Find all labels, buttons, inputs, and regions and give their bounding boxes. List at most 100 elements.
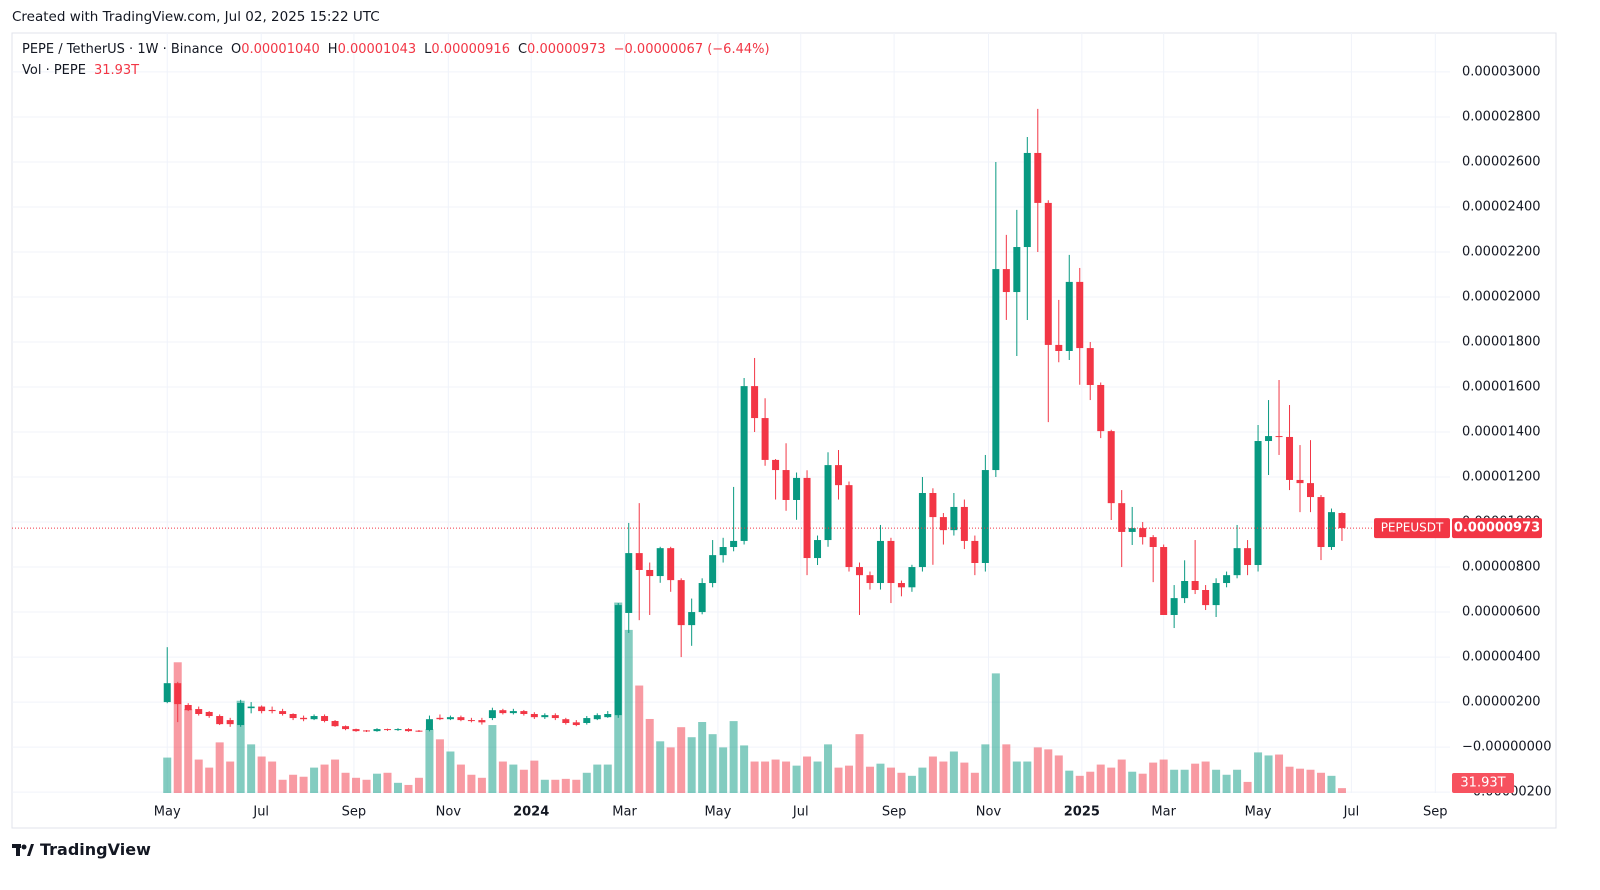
volume-bar (939, 761, 948, 793)
y-tick-label: 0.00001600 (1462, 380, 1541, 395)
candle-body (824, 465, 832, 541)
candle-body (793, 477, 801, 500)
candle-body (908, 567, 916, 588)
x-tick-label: May (154, 805, 181, 820)
candle-body (614, 605, 622, 716)
volume-bar (362, 779, 371, 793)
candle-body (876, 540, 884, 584)
volume-bar (708, 734, 717, 793)
volume-bar (393, 782, 402, 793)
candle-body (761, 418, 769, 460)
volume-bar (1128, 771, 1137, 793)
candle-body (1055, 344, 1063, 351)
volume-bar (257, 756, 266, 793)
volume-bar (782, 761, 791, 793)
candle-body (656, 548, 664, 577)
x-tick-label: 2024 (513, 805, 549, 820)
volume-bar (1233, 769, 1242, 793)
candle-body (950, 506, 958, 531)
candle-body (342, 726, 350, 730)
volume-bar (1023, 761, 1032, 793)
y-tick-label: 0.00002800 (1462, 109, 1541, 124)
volume-bar (488, 725, 497, 793)
volume-bar (163, 757, 172, 793)
candle-body (593, 715, 601, 720)
candle-body (488, 710, 496, 719)
volume-bar (750, 761, 759, 793)
candle-body (530, 714, 538, 718)
created-note: Created with TradingView.com, Jul 02, 20… (12, 9, 380, 25)
volume-bar (719, 747, 728, 793)
candle-body (174, 683, 182, 705)
candle-body (541, 715, 549, 718)
candle-body (1338, 513, 1346, 529)
candle-body (604, 714, 612, 718)
volume-bar (687, 737, 696, 793)
candle-body (509, 711, 517, 714)
candle-body (1044, 202, 1052, 345)
x-tick-label: Sep (1423, 805, 1448, 820)
x-tick-label: May (704, 805, 731, 820)
candle-body (1065, 281, 1073, 351)
x-tick-label: Sep (882, 805, 907, 820)
volume-bar (1065, 770, 1074, 793)
ohlc-value: 0.00000916 (431, 42, 510, 57)
candle-body (667, 548, 675, 581)
volume-bar (540, 779, 549, 793)
y-tick-label: −0.00000000 (1462, 740, 1551, 755)
candle-body (730, 540, 738, 548)
candle-body (1002, 269, 1010, 293)
volume-bar (467, 774, 476, 793)
y-tick-label: 0.00001200 (1462, 470, 1541, 485)
candle-body (216, 716, 224, 725)
candle-body (709, 555, 717, 584)
candle-body (1181, 581, 1189, 599)
volume-bar (981, 744, 990, 793)
x-tick-label: 2025 (1064, 805, 1100, 820)
candle-body (1254, 441, 1262, 566)
volume-bar (278, 779, 287, 793)
volume-bar (698, 722, 707, 793)
volume-bar (383, 772, 392, 793)
volume-bar (320, 764, 329, 793)
candle-body (1212, 583, 1220, 606)
ohlc-item: H0.00001043 (328, 42, 416, 57)
candle-body (1139, 528, 1147, 538)
candle-body (897, 583, 905, 588)
volume-bar (414, 777, 423, 793)
candle-body (625, 553, 633, 613)
candle-body (425, 719, 433, 730)
volume-bar (603, 764, 612, 793)
y-tick-label: 0.00002400 (1462, 199, 1541, 214)
candle-body (1118, 503, 1126, 532)
volume-bar (561, 778, 570, 793)
candle-body (635, 553, 643, 570)
candle-body (163, 683, 171, 703)
candle-body (1275, 436, 1283, 438)
x-tick-label: Nov (976, 805, 1002, 820)
candle-body (1034, 152, 1042, 203)
candle-body (352, 729, 360, 732)
volume-bar (1075, 775, 1084, 793)
y-tick-label: 0.00002000 (1462, 289, 1541, 304)
candle-body (1076, 281, 1084, 349)
volume-bar (173, 662, 182, 793)
volume-bar (1096, 764, 1105, 793)
brand: TradingView (12, 840, 151, 859)
ohlc-key: H (327, 42, 338, 57)
candle-body (1128, 528, 1136, 532)
ohlc-value: 0.00001040 (241, 42, 320, 57)
x-tick-label: May (1245, 805, 1272, 820)
candle-body (195, 709, 203, 715)
candle-body (960, 506, 968, 541)
candle-body (363, 730, 371, 732)
volume-bar (635, 685, 644, 793)
candle-body (226, 720, 234, 725)
candle-body (1202, 590, 1210, 606)
y-tick-label: 0.00002600 (1462, 154, 1541, 169)
volume-bar (1117, 759, 1126, 793)
volume-bar (1296, 768, 1305, 793)
candle-body (740, 386, 748, 541)
